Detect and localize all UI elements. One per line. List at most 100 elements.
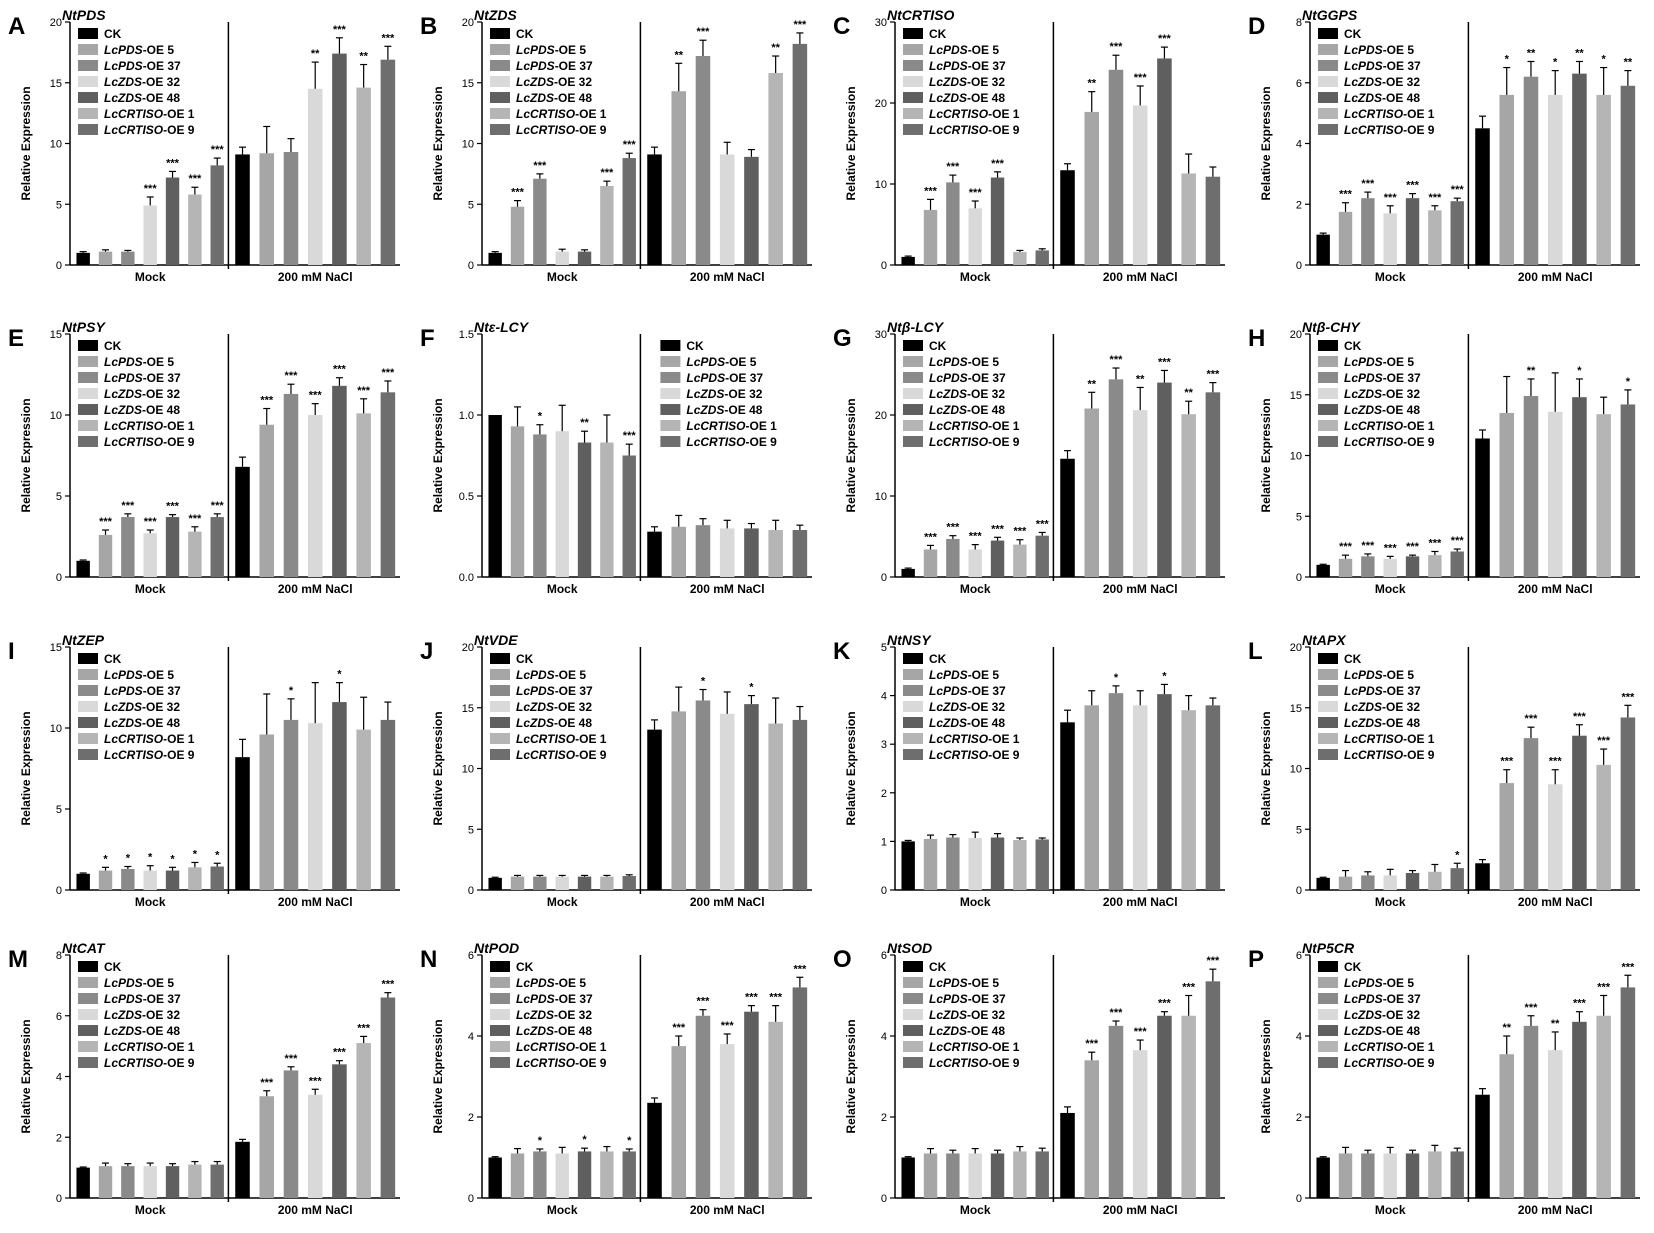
- legend-label: LcPDS-OE 37: [1344, 59, 1421, 73]
- significance-marker: ***: [1036, 518, 1050, 530]
- bar-salt-0: [1060, 722, 1075, 890]
- significance-marker: *: [701, 676, 706, 688]
- y-tick-label: 10: [1290, 451, 1302, 463]
- significance-marker: ***: [991, 158, 1005, 170]
- y-tick-label: 15: [50, 78, 62, 90]
- bar-salt-4: [1157, 382, 1172, 577]
- significance-marker: ***: [946, 161, 960, 173]
- y-tick-label: 4: [881, 1031, 887, 1043]
- significance-marker: **: [1136, 373, 1145, 385]
- legend-swatch: [1318, 124, 1338, 135]
- significance-marker: ***: [381, 32, 395, 44]
- bar-mock-6: [1035, 250, 1049, 265]
- panel-title: NtCRTISO: [887, 7, 955, 23]
- bar-mock-2: [121, 517, 135, 577]
- legend-label: LcZDS-OE 32: [686, 387, 762, 401]
- legend-label: LcPDS-OE 37: [1344, 684, 1421, 698]
- y-tick-label: 5: [56, 804, 62, 816]
- significance-marker: ***: [1158, 33, 1172, 45]
- legend-swatch: [78, 717, 98, 728]
- legend-swatch: [903, 1041, 923, 1052]
- legend-label: LcZDS-OE 32: [104, 75, 180, 89]
- panel-letter: P: [1248, 946, 1264, 973]
- panel-title: NtSOD: [887, 940, 932, 956]
- bar-salt-1: [671, 1046, 687, 1198]
- significance-marker: **: [1502, 1022, 1511, 1034]
- group-label-mock: Mock: [547, 895, 578, 909]
- bar-salt-6: [1205, 176, 1221, 265]
- significance-marker: ***: [188, 173, 202, 185]
- significance-marker: *: [538, 1135, 543, 1147]
- legend-label: LcCRTISO-OE 9: [516, 1056, 607, 1070]
- legend-swatch: [78, 356, 98, 367]
- significance-marker: *: [289, 685, 294, 697]
- legend-swatch: [78, 388, 98, 399]
- bar-mock-1: [510, 1153, 525, 1198]
- significance-marker: ***: [166, 501, 180, 513]
- bar-mock-5: [1428, 210, 1442, 265]
- group-label-salt: 200 mM NaCl: [1103, 895, 1178, 909]
- legend-label: LcCRTISO-OE 9: [686, 435, 777, 449]
- bar-salt-2: [283, 1070, 299, 1198]
- bar-salt-4: [1572, 735, 1587, 890]
- y-axis-label: Relative Expression: [844, 86, 858, 200]
- legend-swatch: [903, 733, 923, 744]
- significance-marker: ***: [333, 1047, 347, 1059]
- y-tick-label: 0: [881, 572, 887, 584]
- bar-mock-1: [1338, 876, 1353, 890]
- bar-salt-3: [719, 154, 735, 265]
- significance-marker: ***: [623, 430, 637, 442]
- bar-mock-3: [968, 549, 982, 577]
- significance-marker: ***: [969, 531, 983, 543]
- bar-mock-6: [1450, 201, 1464, 265]
- bar-mock-6: [1450, 868, 1464, 890]
- legend-label: LcCRTISO-OE 9: [104, 435, 195, 449]
- legend-label: LcCRTISO-OE 1: [929, 107, 1020, 121]
- group-label-salt: 200 mM NaCl: [1103, 1203, 1178, 1217]
- bar-salt-1: [259, 1096, 275, 1198]
- bar-mock-0: [488, 415, 502, 577]
- panel-letter: H: [1248, 325, 1265, 352]
- bar-mock-0: [76, 873, 90, 890]
- significance-marker: *: [148, 852, 153, 864]
- significance-marker: ***: [1110, 1007, 1124, 1019]
- significance-marker: **: [359, 51, 368, 63]
- bar-salt-0: [235, 154, 250, 265]
- significance-marker: ***: [600, 167, 614, 179]
- bar-salt-1: [1084, 111, 1100, 265]
- legend-swatch: [1318, 685, 1338, 696]
- legend-label: LcPDS-OE 37: [929, 59, 1006, 73]
- bar-mock-5: [600, 1151, 614, 1198]
- y-tick-label: 10: [50, 723, 62, 735]
- legend-label: LcCRTISO-OE 1: [929, 732, 1020, 746]
- significance-marker: ***: [1158, 998, 1172, 1010]
- legend-label: LcPDS-OE 5: [104, 355, 174, 369]
- legend-swatch: [78, 993, 98, 1004]
- legend-swatch: [1318, 701, 1338, 712]
- bar-mock-6: [622, 158, 636, 265]
- legend-swatch: [1318, 977, 1338, 988]
- significance-marker: ***: [166, 157, 180, 169]
- bar-salt-1: [1084, 1060, 1100, 1198]
- significance-marker: ***: [381, 979, 395, 991]
- bar-mock-6: [622, 455, 636, 577]
- bar-salt-6: [792, 43, 808, 266]
- legend-swatch: [1318, 1041, 1338, 1052]
- bar-mock-3: [143, 870, 157, 890]
- legend-label: LcZDS-OE 32: [516, 75, 592, 89]
- y-tick-label: 0: [468, 260, 474, 272]
- legend-swatch: [1318, 28, 1338, 39]
- bar-salt-4: [1157, 1015, 1172, 1198]
- bar-mock-5: [188, 867, 202, 890]
- y-tick-label: 10: [50, 139, 62, 151]
- legend-label: LcZDS-OE 48: [1344, 403, 1420, 417]
- significance-marker: ***: [745, 992, 759, 1004]
- y-tick-label: 1: [881, 836, 887, 848]
- y-tick-label: 2: [1296, 199, 1302, 211]
- panel-title: NtPSY: [62, 319, 106, 335]
- y-tick-label: 10: [875, 491, 887, 503]
- bar-mock-1: [923, 549, 938, 577]
- bar-mock-0: [1316, 877, 1330, 890]
